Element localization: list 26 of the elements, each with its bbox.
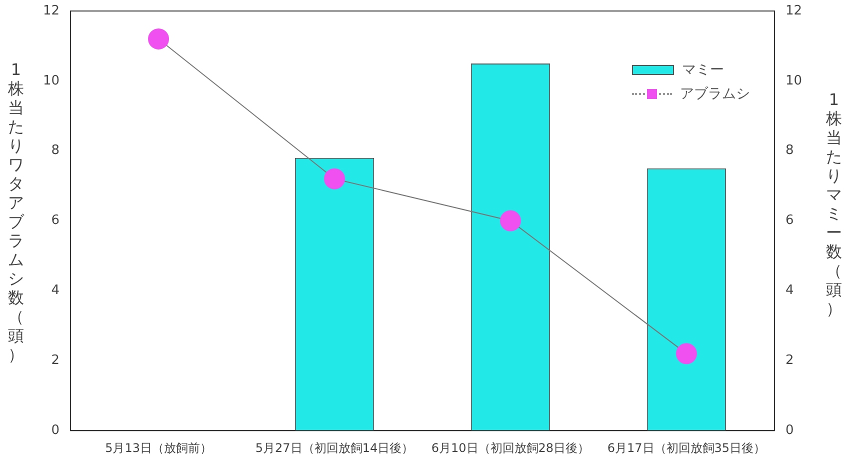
y2-tick-label: 10 — [785, 73, 802, 88]
legend-label: マミー — [682, 61, 724, 80]
y-tick-label: 12 — [42, 3, 60, 18]
x-tick-label: 5月27日（初回放飼14日後） — [255, 440, 414, 455]
legend-label: アブラムシ — [680, 85, 750, 104]
y-tick-label: 8 — [51, 143, 60, 158]
point — [148, 28, 170, 50]
x-tick-label: 6月10日（初回放飼28日後） — [431, 440, 590, 455]
y-tick-label: 4 — [51, 283, 60, 298]
point — [324, 168, 346, 190]
text: 1株当たりマミー数（頭） — [826, 90, 842, 318]
y-tick-label: 10 — [42, 73, 60, 88]
x-tick-label: 5月13日（放飼前） — [105, 440, 212, 455]
y-tick-label: 0 — [51, 422, 60, 438]
point — [676, 343, 697, 364]
y2-tick-label: 2 — [785, 353, 794, 368]
y2-tick-label: 4 — [785, 283, 794, 298]
y2-tick-label: 12 — [785, 3, 802, 18]
y-tick-label: 2 — [51, 353, 60, 368]
text: 1株当たりワタアブラムシ数（頭） — [8, 60, 24, 364]
y2-tick-label: 8 — [785, 143, 794, 158]
x-tick-label: 6月17日（初回放飼35日後） — [607, 440, 766, 455]
y2-tick-label: 6 — [785, 213, 794, 228]
y2-tick-label: 0 — [785, 422, 794, 438]
point — [500, 210, 521, 232]
y-tick-label: 6 — [51, 213, 60, 228]
